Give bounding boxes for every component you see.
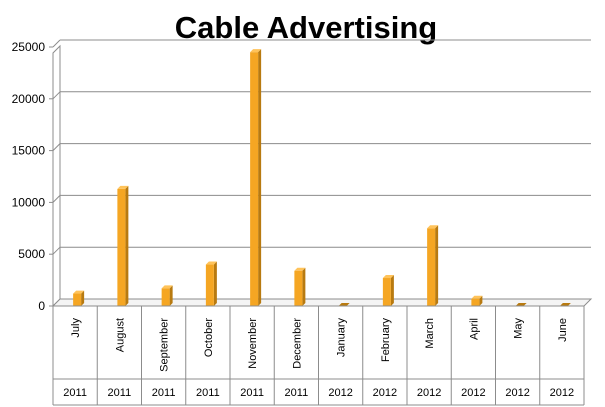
bar-side [213, 261, 217, 306]
x-tick-label: February [380, 318, 392, 363]
bar-face [559, 303, 571, 306]
x-tick-label: November [247, 318, 259, 369]
bar-top [427, 225, 439, 229]
x-year-label: 2011 [240, 387, 264, 399]
x-axis: July 2011 August 2011 September 2011 October 20… [52, 305, 585, 406]
bar-top [205, 261, 217, 265]
bar-face [382, 278, 391, 306]
x-tick-label: June [557, 318, 569, 342]
x-year-label: 2011 [108, 387, 132, 399]
bar-face [515, 303, 527, 306]
x-tick-label: July [70, 318, 82, 338]
bar-face [427, 228, 436, 306]
x-year-label: 2012 [328, 387, 352, 399]
x-tick-label: September [159, 318, 171, 372]
bar-top [382, 275, 394, 279]
bar-top [73, 290, 85, 294]
gridline-depth [52, 195, 61, 203]
y-tick-label: 15000 [12, 144, 46, 158]
bar [338, 303, 350, 306]
bar [205, 261, 217, 306]
bar-face [161, 288, 170, 306]
bar-face [471, 298, 480, 306]
bar [117, 185, 129, 306]
y-tick-label: 10000 [12, 195, 46, 209]
bar [73, 290, 85, 306]
x-tick-label: December [291, 318, 303, 369]
bar-top [294, 267, 306, 271]
bar-side [435, 225, 439, 306]
bars [73, 49, 571, 307]
y-tick-label: 5000 [18, 247, 45, 261]
x-year-label: 2012 [461, 387, 485, 399]
gridline-depth [52, 246, 61, 255]
bar [382, 275, 394, 306]
x-year-label: 2011 [63, 387, 87, 399]
bar-top [471, 295, 483, 299]
floor [51, 298, 593, 307]
x-tick-label: May [513, 318, 525, 339]
x-tick-label: April [468, 318, 480, 340]
bar [294, 267, 306, 306]
gridline-depth [52, 91, 61, 100]
y-tick-label: 25000 [12, 40, 46, 54]
bar-side [302, 267, 306, 306]
bar [161, 285, 173, 306]
x-tick-label: January [336, 318, 348, 358]
gridline-depth [52, 39, 61, 48]
bar-face [73, 293, 82, 306]
x-tick-label: March [424, 318, 436, 349]
bar-side [81, 290, 85, 306]
bar-side [258, 49, 262, 307]
bar [559, 303, 571, 306]
gridlines [51, 39, 593, 308]
x-year-label: 2012 [417, 387, 441, 399]
bar-top [117, 185, 129, 189]
bar-side [390, 275, 394, 306]
bar-face [250, 52, 259, 307]
y-tick-label: 0 [38, 299, 45, 313]
x-year-label: 2011 [285, 387, 309, 399]
bar [250, 49, 262, 307]
bar-face [294, 270, 303, 306]
gridline-depth [52, 143, 61, 151]
x-year-label: 2011 [152, 387, 176, 399]
y-axis: 0 5000 10000 15000 20000 25000 [12, 40, 54, 313]
x-year-label: 2011 [196, 387, 220, 399]
bar-top [250, 49, 262, 53]
bar [471, 295, 483, 306]
x-year-label: 2012 [550, 387, 574, 399]
bar-side [169, 285, 173, 306]
bar [515, 303, 527, 306]
bar-face [117, 188, 126, 306]
bar-top [161, 285, 173, 289]
x-tick-label: October [203, 318, 215, 357]
side-wall [52, 44, 61, 308]
bar-side [125, 185, 129, 306]
x-tick-label: August [114, 318, 126, 352]
chart-title: Cable Advertising [175, 10, 437, 45]
bar [427, 225, 439, 306]
x-year-label: 2012 [373, 387, 397, 399]
y-tick-label: 20000 [12, 92, 46, 106]
bar-side [479, 295, 483, 306]
bar-face [205, 264, 214, 306]
bar-face [338, 303, 350, 306]
x-year-label: 2012 [505, 387, 529, 399]
